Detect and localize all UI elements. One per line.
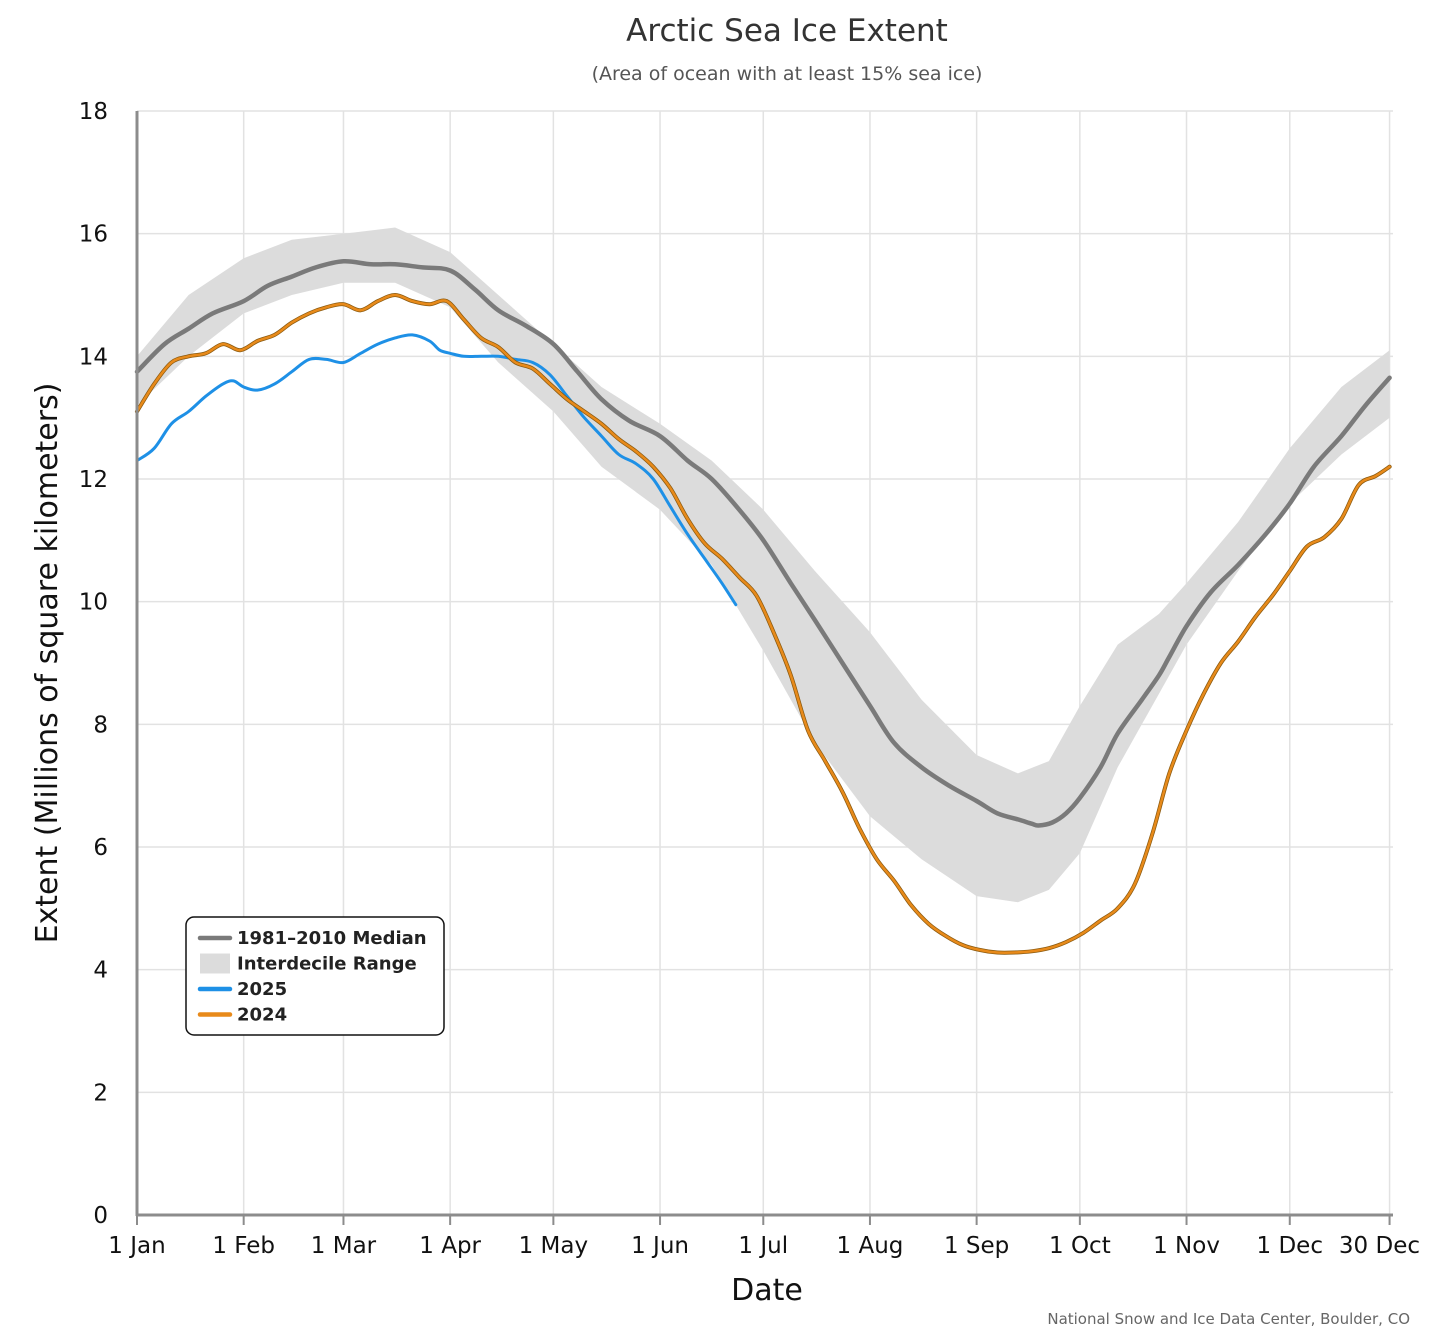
x-axis-title: Date: [731, 1273, 803, 1308]
x-tick-label: 1 Mar: [311, 1233, 377, 1259]
legend-swatch-interdecile-range: [200, 953, 230, 974]
x-tick-label: 30 Dec: [1339, 1233, 1420, 1259]
x-tick-label: 1 Jul: [738, 1233, 788, 1259]
legend-label-interdecile-range: Interdecile Range: [237, 954, 417, 975]
interdecile-range-area: [137, 227, 1390, 903]
legend-box: [185, 916, 445, 1036]
legend: 1981–2010 Median Interdecile Range 2025 202…: [185, 916, 445, 1036]
y-tick-label: 4: [93, 958, 108, 984]
legend-label-2025: 2025: [237, 979, 287, 1000]
y-tick-label: 8: [93, 712, 108, 738]
y-axis-title: Extent (Millions of square kilometers): [30, 383, 65, 944]
chart-title: Arctic Sea Ice Extent: [626, 13, 948, 49]
x-tick-label: 1 Dec: [1257, 1233, 1323, 1259]
y-tick-label: 16: [79, 222, 108, 248]
x-tick-label: 1 Nov: [1153, 1233, 1220, 1259]
y-tick-label: 12: [79, 467, 108, 493]
x-tick-label: 1 Jun: [631, 1233, 689, 1259]
series-line-1981-2010-median: [134, 259, 1392, 828]
axes: [135, 111, 1393, 1225]
interdecile-range-band: [137, 227, 1390, 903]
x-tick-label: 1 Sep: [944, 1233, 1009, 1259]
y-tick-labels: 0 2 4 6 8 10 12 14 16 18: [79, 99, 108, 1229]
series-lines: [134, 259, 1392, 955]
legend-label-1981-2010-median: 1981–2010 Median: [237, 928, 427, 949]
y-tick-label: 6: [93, 835, 108, 861]
x-tick-label: 1 Aug: [837, 1233, 904, 1259]
x-tick-label: 1 Feb: [212, 1233, 275, 1259]
x-tick-label: 1 Apr: [419, 1233, 481, 1259]
series-line-2025: [135, 333, 738, 607]
x-tick-label: 1 Jan: [108, 1233, 165, 1259]
x-tick-label: 1 May: [519, 1233, 589, 1259]
y-tick-label: 0: [93, 1203, 108, 1229]
y-tick-label: 14: [79, 344, 108, 370]
chart-credit: National Snow and Ice Data Center, Bould…: [1047, 1310, 1410, 1328]
series-line-2024: [135, 293, 1391, 954]
x-tick-labels: 1 Jan 1 Feb 1 Mar 1 Apr 1 May 1 Jun 1 Jul 1 Aug…: [108, 1233, 1420, 1259]
y-tick-label: 18: [79, 99, 108, 125]
chart-subtitle: (Area of ocean with at least 15% sea ice…: [592, 63, 983, 85]
legend-label-2024: 2024: [237, 1005, 287, 1026]
y-tick-label: 10: [79, 590, 108, 616]
x-tick-label: 1 Oct: [1049, 1233, 1111, 1259]
y-tick-label: 2: [93, 1080, 108, 1106]
